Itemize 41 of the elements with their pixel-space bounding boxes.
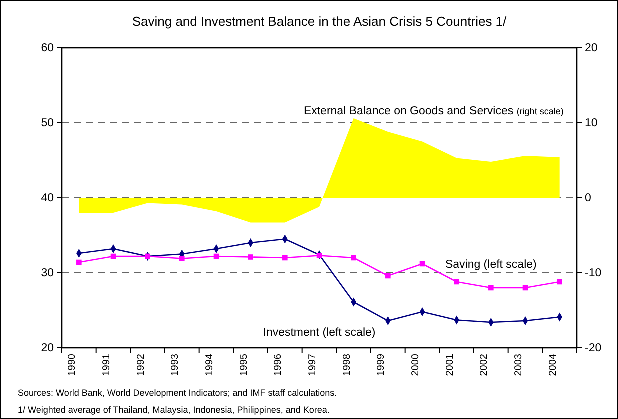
x-tick-label: 2004 [548,354,559,376]
text: External Balance on Goods and Services (right scale) [304,106,564,118]
y2-tick-label: 0 [585,192,592,205]
source-note: Sources: World Bank, World Development Indicators; and IMF staff calculations. [18,388,338,398]
point [282,255,288,261]
x-tick-label: 2001 [444,354,456,376]
x-tick-label: 1998 [342,354,353,376]
point [488,285,494,291]
x-tick-label: 2002 [479,354,490,376]
series-label: Saving (left scale) [445,259,538,271]
point [557,279,562,285]
y2-tick-label: 20 [585,42,598,55]
point [180,256,185,262]
y2-tick-label: -20 [585,342,602,355]
y-tick-label: 60 [41,42,54,55]
x-tick-label: 1996 [273,354,284,376]
y-tick-label: 50 [41,118,54,130]
series-label: Investment (left scale) [263,327,376,339]
y-tick-label: 20 [41,342,54,355]
point [386,273,391,279]
x-tick-label: 1994 [204,354,216,376]
point [76,260,82,266]
x-tick-label: 1990 [67,354,78,376]
x-tick-label: 2003 [514,354,524,376]
x-tick-label: 1999 [376,354,388,376]
text: 1/ Weighted average of Thailand, Malaysia, Indonesia, Philippines, and Korea. [18,405,330,415]
y-tick-label: 30 [41,268,54,280]
x-tick-label: 1997 [308,354,318,376]
point [454,279,460,285]
y-tick-label: 40 [41,192,54,205]
x-tick-label: 1992 [136,354,147,376]
y2-tick-label: -10 [585,268,602,280]
x-tick-label: 1993 [170,354,182,376]
point [248,254,254,260]
x-tick-label: 1991 [102,354,112,376]
x-tick-label: 1995 [238,354,250,376]
point [351,255,356,261]
point [316,253,322,258]
y2-tick-label: 10 [585,118,598,130]
chart-title: Saving and Investment Balance in the Asian Crisis 5 Countries 1/ [132,14,508,29]
x-tick-label: 2000 [410,354,422,376]
